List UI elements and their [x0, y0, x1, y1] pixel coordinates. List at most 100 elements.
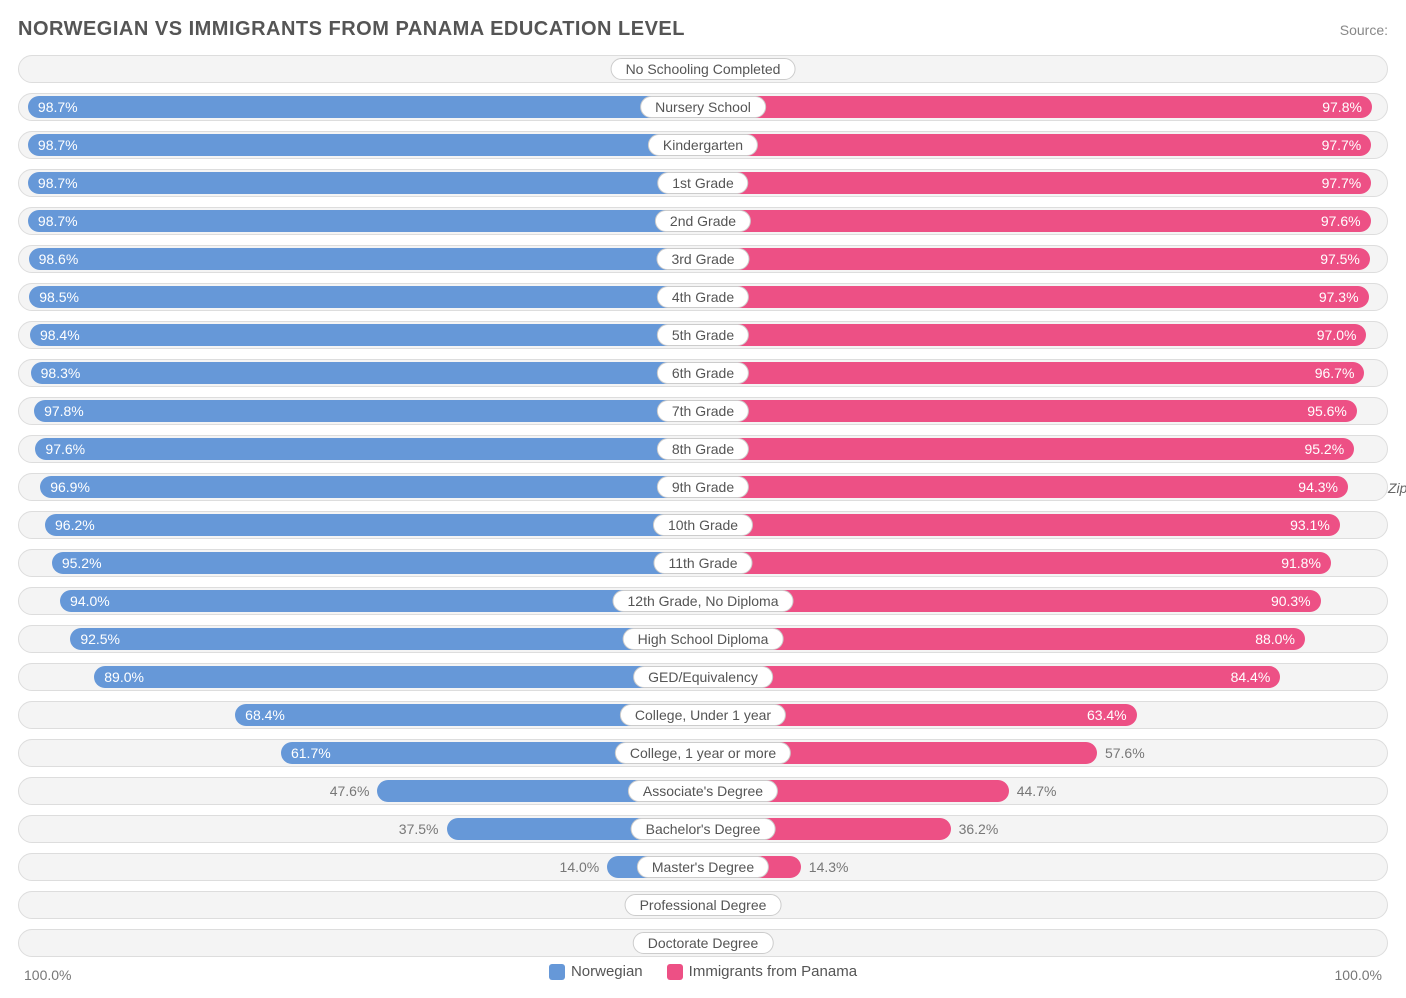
value-right: 97.3% — [1309, 289, 1369, 305]
bar-right: 90.3% — [703, 590, 1321, 612]
bar-left: 98.6% — [29, 248, 703, 270]
education-diverging-chart: 1.3%2.3%No Schooling Completed 98.7% 97.8%… — [18, 55, 1388, 957]
value-left: 47.6% — [330, 783, 370, 799]
category-label: 9th Grade — [657, 476, 749, 498]
value-right: 96.7% — [1305, 365, 1365, 381]
bar-right: 88.0% — [703, 628, 1305, 650]
value-right: 97.5% — [1310, 251, 1370, 267]
bar-left: 97.6% — [35, 438, 703, 460]
value-left: 98.4% — [30, 327, 90, 343]
value-right: 95.6% — [1297, 403, 1357, 419]
value-left: 89.0% — [94, 669, 154, 685]
category-label: 7th Grade — [657, 400, 749, 422]
category-label: No Schooling Completed — [611, 58, 796, 80]
chart-row: 68.4%63.4%College, Under 1 year — [18, 701, 1388, 729]
bar-right: 96.7% — [703, 362, 1364, 384]
source-value: ZipAtlas.com — [1388, 480, 1406, 496]
bar-right: 97.7% — [703, 172, 1371, 194]
bar-left: 89.0% — [94, 666, 703, 688]
bar-left: 94.0% — [60, 590, 703, 612]
bar-right: 97.7% — [703, 134, 1371, 156]
value-right: 36.2% — [959, 821, 999, 837]
category-label: 6th Grade — [657, 362, 749, 384]
category-label: Nursery School — [640, 96, 766, 118]
chart-row: 98.7% 97.7%Kindergarten — [18, 131, 1388, 159]
value-left: 92.5% — [70, 631, 130, 647]
chart-row: 4.2%4.1%Professional Degree — [18, 891, 1388, 919]
chart-row: 94.0%90.3%12th Grade, No Diploma — [18, 587, 1388, 615]
chart-row: 95.2%91.8%11th Grade — [18, 549, 1388, 577]
value-right: 95.2% — [1294, 441, 1354, 457]
value-left: 98.7% — [28, 213, 88, 229]
bar-right: 97.6% — [703, 210, 1371, 232]
bar-left: 98.3% — [31, 362, 703, 384]
bar-left: 98.7% — [28, 96, 703, 118]
chart-row: 37.5%36.2%Bachelor's Degree — [18, 815, 1388, 843]
chart-row: 98.7% 97.8%Nursery School — [18, 93, 1388, 121]
category-label: 3rd Grade — [656, 248, 749, 270]
category-label: 1st Grade — [657, 172, 748, 194]
value-left: 98.7% — [28, 137, 88, 153]
bar-right: 97.3% — [703, 286, 1369, 308]
bar-right: 97.0% — [703, 324, 1366, 346]
chart-row: 1.8%1.6%Doctorate Degree — [18, 929, 1388, 957]
category-label: GED/Equivalency — [633, 666, 773, 688]
value-right: 90.3% — [1261, 593, 1321, 609]
value-right: 44.7% — [1017, 783, 1057, 799]
chart-row: 98.7%97.7%1st Grade — [18, 169, 1388, 197]
value-left: 98.3% — [31, 365, 91, 381]
value-left: 98.7% — [28, 99, 88, 115]
chart-row: 97.6% 95.2% 8th Grade — [18, 435, 1388, 463]
value-left: 98.5% — [29, 289, 89, 305]
value-left: 94.0% — [60, 593, 120, 609]
chart-row: 96.2%93.1%10th Grade — [18, 511, 1388, 539]
bar-left: 96.9% — [40, 476, 703, 498]
category-label: College, 1 year or more — [615, 742, 791, 764]
legend-swatch-right — [667, 964, 683, 980]
value-right: 88.0% — [1245, 631, 1305, 647]
value-left: 37.5% — [399, 821, 439, 837]
page-title: NORWEGIAN VS IMMIGRANTS FROM PANAMA EDUC… — [18, 18, 685, 41]
category-label: Master's Degree — [637, 856, 769, 878]
chart-row: 98.4% 97.0%5th Grade — [18, 321, 1388, 349]
value-right: 84.4% — [1221, 669, 1281, 685]
bar-left: 98.5% — [29, 286, 703, 308]
value-right: 57.6% — [1105, 745, 1145, 761]
bar-right: 94.3% — [703, 476, 1348, 498]
category-label: 11th Grade — [653, 552, 752, 574]
value-left: 95.2% — [52, 555, 112, 571]
value-left: 97.6% — [35, 441, 95, 457]
category-label: Kindergarten — [648, 134, 758, 156]
bar-left: 92.5% — [70, 628, 703, 650]
bar-left: 96.2% — [45, 514, 703, 536]
chart-row: 98.7% 97.6%2nd Grade — [18, 207, 1388, 235]
category-label: College, Under 1 year — [620, 704, 786, 726]
category-label: 8th Grade — [657, 438, 749, 460]
chart-row: 97.8%95.6%7th Grade — [18, 397, 1388, 425]
category-label: 2nd Grade — [655, 210, 751, 232]
value-left: 14.0% — [560, 859, 600, 875]
bar-left: 98.7% — [28, 210, 703, 232]
source-label: Source: — [1340, 22, 1388, 38]
bar-left: 98.7% — [28, 134, 703, 156]
category-label: 4th Grade — [657, 286, 749, 308]
bar-right: 97.8% — [703, 96, 1372, 118]
bar-right: 95.6% — [703, 400, 1357, 422]
category-label: 5th Grade — [657, 324, 749, 346]
value-right: 93.1% — [1280, 517, 1340, 533]
category-label: Doctorate Degree — [633, 932, 774, 954]
legend-label-right: Immigrants from Panama — [689, 963, 857, 980]
chart-row: 89.0% 84.4% GED/Equivalency — [18, 663, 1388, 691]
chart-row: 1.3%2.3%No Schooling Completed — [18, 55, 1388, 83]
bar-left: 98.7% — [28, 172, 703, 194]
chart-row: 96.9% 94.3% 9th Grade — [18, 473, 1388, 501]
axis-left-label: 100.0% — [24, 967, 71, 983]
value-right: 94.3% — [1288, 479, 1348, 495]
bar-left: 95.2% — [52, 552, 703, 574]
value-left: 96.2% — [45, 517, 105, 533]
chart-row: 92.5% 88.0% High School Diploma — [18, 625, 1388, 653]
legend: Norwegian Immigrants from Panama — [18, 963, 1388, 980]
bar-right: 84.4% — [703, 666, 1280, 688]
category-label: High School Diploma — [623, 628, 784, 650]
value-right: 14.3% — [809, 859, 849, 875]
